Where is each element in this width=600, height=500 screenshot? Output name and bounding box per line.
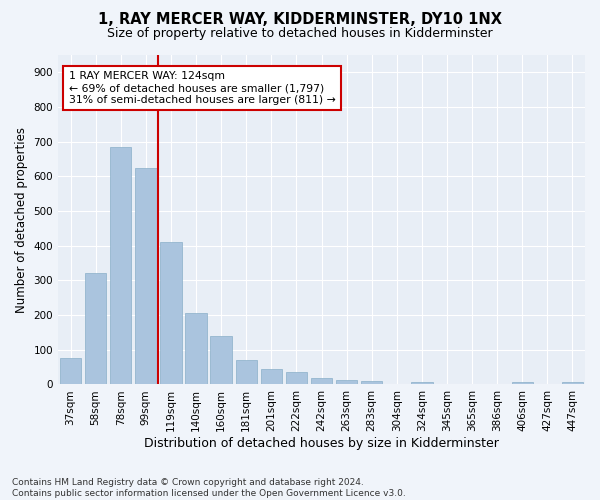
Bar xyxy=(361,381,382,384)
Bar xyxy=(85,274,106,384)
Bar xyxy=(211,336,232,384)
Bar xyxy=(336,380,357,384)
Bar xyxy=(236,360,257,384)
Text: Size of property relative to detached houses in Kidderminster: Size of property relative to detached ho… xyxy=(107,28,493,40)
Bar xyxy=(286,372,307,384)
X-axis label: Distribution of detached houses by size in Kidderminster: Distribution of detached houses by size … xyxy=(144,437,499,450)
Text: Contains HM Land Registry data © Crown copyright and database right 2024.
Contai: Contains HM Land Registry data © Crown c… xyxy=(12,478,406,498)
Bar xyxy=(110,147,131,384)
Bar xyxy=(135,168,157,384)
Bar xyxy=(185,314,207,384)
Bar xyxy=(160,242,182,384)
Text: 1 RAY MERCER WAY: 124sqm
← 69% of detached houses are smaller (1,797)
31% of sem: 1 RAY MERCER WAY: 124sqm ← 69% of detach… xyxy=(68,72,335,104)
Bar xyxy=(311,378,332,384)
Bar xyxy=(562,382,583,384)
Bar xyxy=(512,382,533,384)
Bar xyxy=(411,382,433,384)
Y-axis label: Number of detached properties: Number of detached properties xyxy=(15,126,28,312)
Text: 1, RAY MERCER WAY, KIDDERMINSTER, DY10 1NX: 1, RAY MERCER WAY, KIDDERMINSTER, DY10 1… xyxy=(98,12,502,28)
Bar xyxy=(260,369,282,384)
Bar xyxy=(60,358,81,384)
